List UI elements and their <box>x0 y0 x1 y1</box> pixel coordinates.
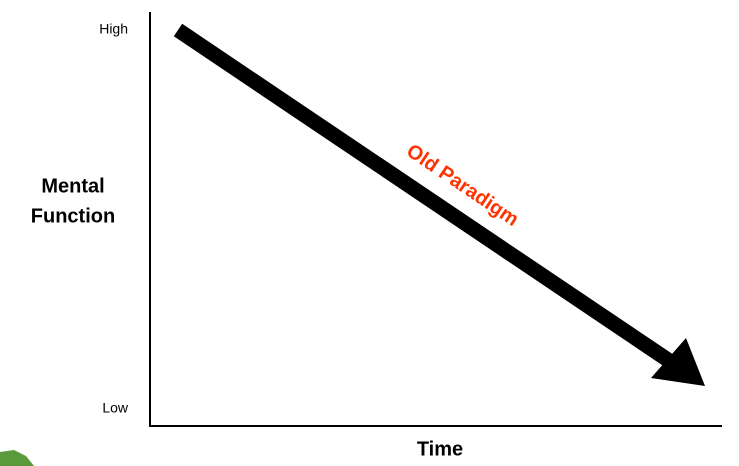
trend-arrow-head <box>651 338 705 386</box>
y-axis-label: Mental <box>41 175 104 197</box>
y-axis-label: Function <box>31 205 115 227</box>
y-high-label: High <box>99 21 128 37</box>
y-low-label: Low <box>102 400 129 416</box>
x-axis-label: Time <box>417 438 463 460</box>
corner-decoration <box>0 450 34 466</box>
trend-arrow-shaft <box>173 23 673 367</box>
